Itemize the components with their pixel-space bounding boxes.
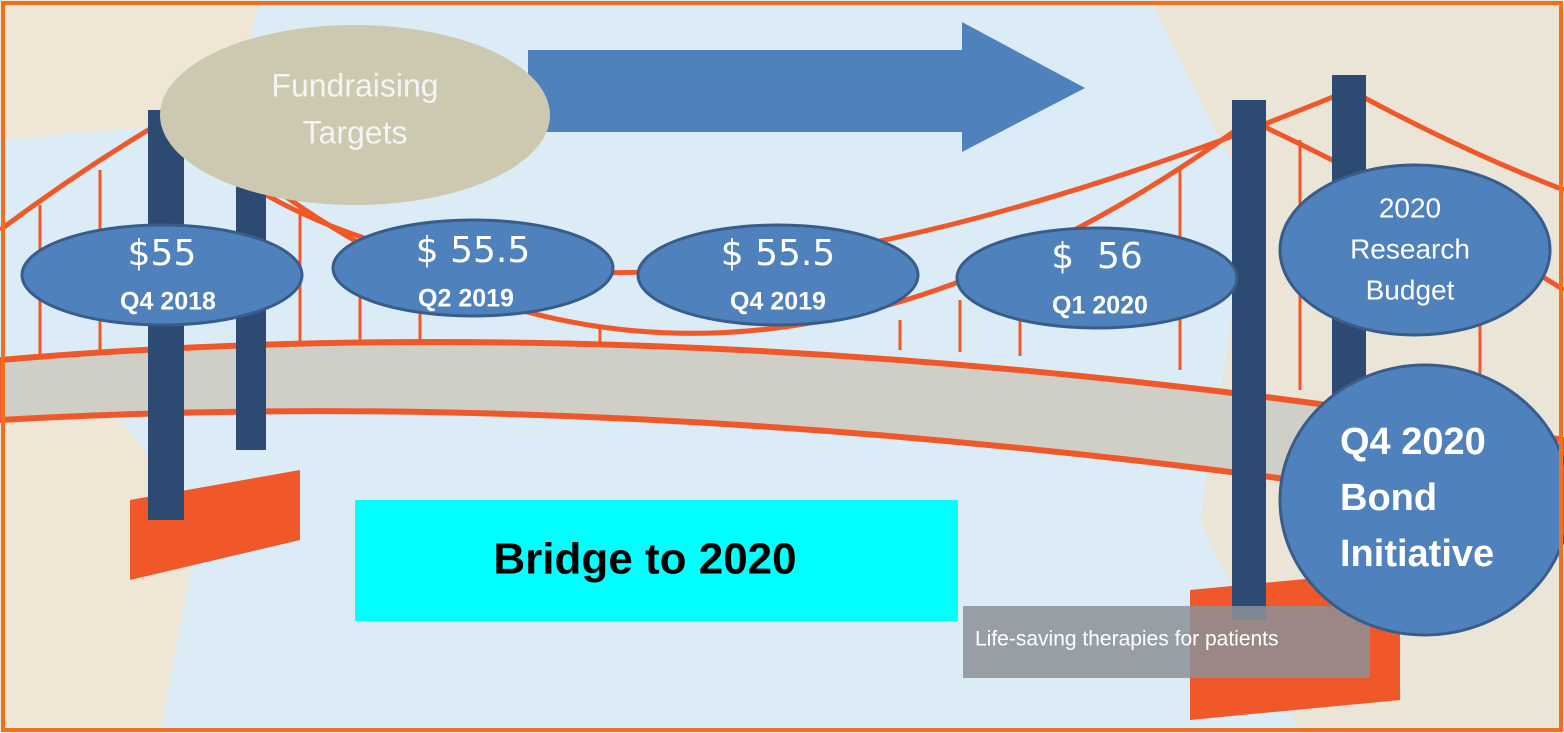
milestone-quarter: Q4 2018 xyxy=(120,288,216,316)
milestone-amount: $55 xyxy=(128,233,197,274)
banner-title: Bridge to 2020 xyxy=(493,535,796,584)
slide: Fundraising Targets $55 Q4 2018 $ 55.5 Q… xyxy=(0,0,1564,733)
milestone-amount: $ 55.5 xyxy=(721,233,836,274)
page: Fundraising Targets $55 Q4 2018 $ 55.5 Q… xyxy=(0,0,1564,733)
research-budget-label: 2020 xyxy=(1379,192,1441,223)
milestone-quarter: Q1 2020 xyxy=(1052,292,1148,320)
research-budget-label: Budget xyxy=(1366,274,1455,305)
milestone-quarter: Q2 2019 xyxy=(418,285,514,313)
research-budget-label: Research xyxy=(1350,233,1470,264)
milestone-amount: $ 55.5 xyxy=(416,230,531,271)
fundraising-label: Targets xyxy=(303,114,408,150)
bond-label: Bond xyxy=(1340,477,1437,519)
fundraising-label: Fundraising xyxy=(271,67,438,103)
bond-label: Q4 2020 xyxy=(1340,421,1486,463)
bond-label: Initiative xyxy=(1340,533,1494,575)
milestone-amount: $ 56 xyxy=(1051,236,1143,277)
caption: Life-saving therapies for patients xyxy=(975,628,1279,651)
milestone-quarter: Q4 2019 xyxy=(730,288,826,316)
